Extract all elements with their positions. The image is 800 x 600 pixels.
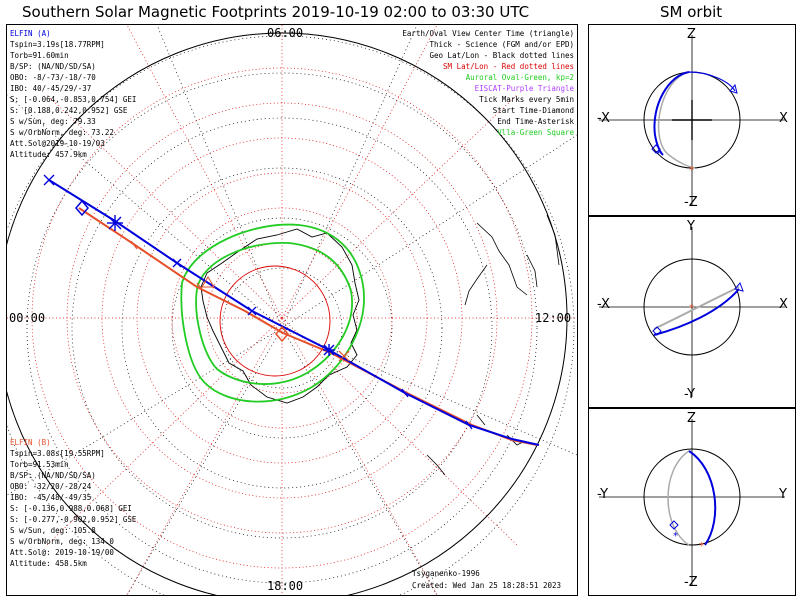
probe-b-line: Att.Sol@: 2019-10-19/00: [10, 548, 114, 557]
orbit-label-top: Z: [687, 27, 696, 42]
footprint-map-panel: 06:00 00:00 12:00 18:00 ELFIN (A) Tspin=…: [6, 24, 578, 596]
created-label: Created: Wed Jan 25 18:28:51 2023: [412, 581, 562, 590]
orbit-label-bottom: -Y: [684, 387, 696, 402]
auroral-oval: [180, 223, 365, 403]
antarctica-coastline: [200, 228, 360, 404]
mlt-label-left: 00:00: [9, 311, 46, 325]
orbit-label-top: Z: [687, 411, 696, 426]
probe-a-line: S w/Sun, deg: 79.33: [10, 117, 96, 126]
coastline-fragments: [426, 214, 560, 476]
probe-a-ticks: [43, 174, 473, 430]
probe-b-line: OBO: -32/20/-28/24: [10, 482, 92, 491]
svg-text:*: *: [689, 165, 694, 176]
probe-b-line: Torb=91.53min: [10, 460, 69, 469]
probe-a-end-asterisk: [107, 215, 335, 356]
probe-a-line: Tspin=3.19s[18.77RPM]: [10, 40, 105, 49]
probe-b-line: Tspin=3.08s[19.55RPM]: [10, 449, 105, 458]
orbit-label-left: -X: [597, 297, 610, 312]
orbit-panel-xy: * Y -Y -X X: [588, 216, 796, 408]
probe-b-start-diamond: [275, 325, 289, 343]
legend-item: Tick Marks every 5min: [479, 95, 574, 104]
legend-item: EISCAT-Purple Triangle: [474, 84, 574, 93]
orbit-label-bottom: -Z: [684, 195, 698, 210]
legend-item: Auroral Oval-Green, kp=2: [465, 73, 574, 82]
legend-item: Geo Lat/Lon - Black dotted lines: [429, 51, 575, 60]
map-title: Southern Solar Magnetic Footprints 2019-…: [22, 3, 530, 21]
orbit-label-bottom: -Z: [684, 575, 698, 590]
orbit-plot-xy: *: [599, 227, 785, 397]
legend-item: SM Lat/Lon - Red dotted lines: [443, 62, 574, 71]
orbit-plot-xz: * *: [599, 35, 785, 205]
probe-b-ticks: [130, 240, 350, 362]
footprint-map: [7, 25, 577, 595]
orbit-label-left: -Y: [597, 487, 609, 502]
probe-a-name: ELFIN (A): [10, 29, 51, 38]
mlt-label-top: 06:00: [267, 26, 304, 40]
model-label: Tsyganenko-1996: [412, 569, 480, 578]
probe-b-line: S: [-0.277,-0.902,0.952] GSE: [10, 515, 137, 524]
svg-text:*: *: [689, 303, 694, 314]
probe-a-line: Altitude: 457.9km: [10, 150, 87, 159]
probe-a-line: S: [-0.064,-0.853,0.754] GEI: [10, 95, 137, 104]
svg-text:*: *: [673, 531, 678, 542]
probe-b-line: S w/OrbNorm, deg: 134.0: [10, 537, 114, 546]
legend: Earth/Oval View Center Time (triangle) T…: [334, 28, 574, 148]
horizon-circle: [7, 32, 568, 595]
legend-item: Thick - Science (FGM and/or EPD): [429, 40, 575, 49]
orbit-label-left: -X: [597, 111, 610, 126]
probe-a-line: OBO: -8/-73/-18/-70: [10, 73, 96, 82]
orbit-title: SM orbit: [660, 3, 723, 21]
probe-a-line: S w/OrbNorm, deg: 73.22: [10, 128, 114, 137]
orbit-plot-yz: * *: [599, 419, 785, 585]
probe-a-line: B/SP: (NA/ND/SD/SA): [10, 62, 96, 71]
legend-item: Start Time-Diamond: [492, 106, 574, 115]
probe-b-line: IBO: -45/48/-49/35: [10, 493, 92, 502]
orbit-label-right: X: [779, 111, 788, 126]
probe-a-line: Att.Sol@2019-10-19/03: [10, 139, 105, 148]
eiscat-triangle: [201, 276, 215, 288]
legend-item: Earth/Oval View Center Time (triangle): [402, 29, 574, 38]
probe-a-line: IBO: 40/-45/29/-37: [10, 84, 92, 93]
probe-a-line: Torb=91.60min: [10, 51, 69, 60]
mlt-label-right: 12:00: [535, 311, 572, 325]
probe-a-info: ELFIN (A) Tspin=3.19s[18.77RPM] Torb=91.…: [10, 28, 136, 160]
svg-text:*: *: [656, 149, 661, 160]
sm-pole-circle: [219, 265, 331, 377]
orbit-label-right: X: [779, 297, 788, 312]
legend-item: End Time-Asterisk: [497, 117, 574, 126]
probe-b-name: ELFIN (B): [10, 438, 51, 447]
orbit-label-top: Y: [687, 219, 695, 234]
probe-b-line: S w/Sun, deg: 105.8: [10, 526, 96, 535]
orbit-panel-yz: * * Z -Z -Y Y: [588, 408, 796, 596]
mlt-label-bottom: 18:00: [267, 579, 304, 593]
orbit-panel-xz: * * Z -Z -X X: [588, 24, 796, 216]
svg-text:*: *: [699, 541, 704, 552]
probe-a-line: S: [0.188,0.242,0.952] GSE: [10, 106, 128, 115]
probe-a-track: [48, 179, 540, 446]
probe-b-line: Altitude: 458.5km: [10, 559, 87, 568]
legend-item: Vlla-Green Square: [497, 128, 574, 137]
probe-b-line: S: [-0.136,0.988,0.068] GEI: [10, 504, 132, 513]
orbit-label-right: Y: [779, 487, 787, 502]
probe-b-line: B/SP: (NA/ND/SD/SA): [10, 471, 96, 480]
probe-b-info: ELFIN (B) Tspin=3.08s[19.55RPM] Torb=91.…: [10, 437, 136, 569]
probe-a-start-diamond: [75, 199, 89, 217]
